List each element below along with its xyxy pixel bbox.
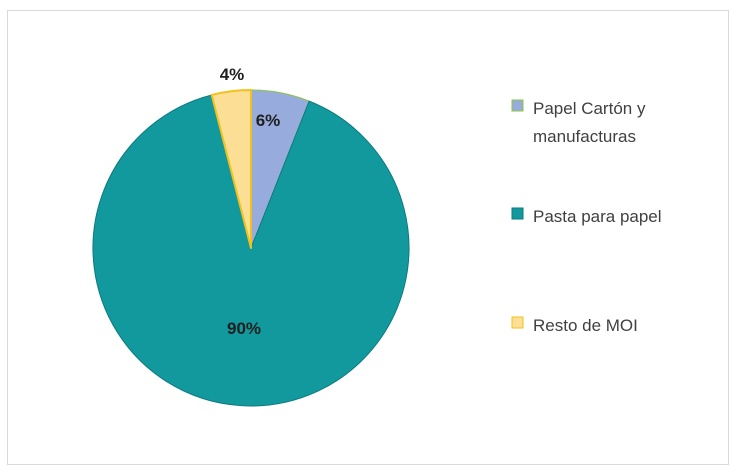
slice-resto-moi [210, 89, 252, 249]
data-labels: 6% 90% 4% [220, 65, 281, 338]
legend-item-pasta-papel: Pasta para papel [511, 207, 662, 226]
legend: Papel Cartón y manufacturas Pasta para pap… [511, 99, 662, 335]
legend-item-papel-carton: Papel Cartón y manufacturas [511, 99, 646, 146]
data-label-resto-moi: 4% [220, 65, 245, 84]
legend-item-resto-moi: Resto de MOI [511, 316, 638, 335]
pie-slices [92, 89, 410, 407]
legend-swatch [511, 99, 524, 112]
data-label-papel-carton: 6% [256, 111, 281, 130]
legend-label: Pasta para papel [533, 207, 662, 226]
legend-swatch [511, 316, 524, 329]
legend-label: Papel Cartón y [533, 99, 646, 118]
slice-pasta-papel [92, 94, 410, 407]
legend-label: manufacturas [533, 127, 636, 146]
data-label-pasta-papel: 90% [227, 319, 261, 338]
legend-swatch [511, 207, 524, 220]
legend-label: Resto de MOI [533, 316, 638, 335]
